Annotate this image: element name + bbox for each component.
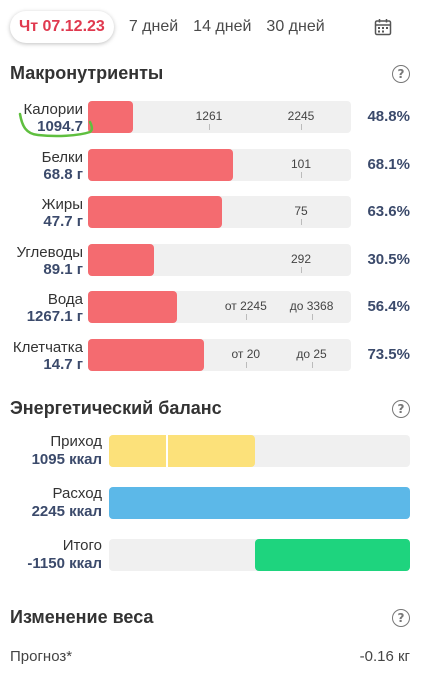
energy-row: Расход 2245 ккал — [0, 483, 424, 523]
macro-bar-track: 292 — [88, 243, 351, 276]
macro-value: 68.8 г — [43, 165, 83, 183]
macro-target-label: 2245 — [287, 109, 315, 123]
energy-help-icon[interactable]: ? — [392, 400, 410, 418]
macro-target-tick — [301, 266, 303, 273]
tab-7-days[interactable]: 7 дней — [128, 18, 179, 35]
energy-bar-track — [109, 539, 410, 571]
energy-row: Итого -1150 ккал — [0, 535, 424, 575]
energy-row: Приход 1095 ккал — [0, 431, 424, 471]
macro-value: 1094.7 — [37, 118, 83, 135]
macro-target-tick — [301, 124, 303, 130]
macro-target-tick — [245, 314, 247, 320]
macro-bar-fill — [88, 291, 178, 323]
macro-value: 89.1 г — [43, 260, 83, 278]
energy-value: 1095 ккал — [31, 451, 102, 468]
macro-percent: 30.5% — [367, 250, 410, 268]
calendar-icon[interactable] — [374, 18, 392, 36]
period-tabs: Чт 07.12.23 7 дней 14 дней 30 дней — [10, 10, 414, 44]
macro-percent: 63.6% — [367, 203, 410, 220]
macro-name: Белки — [41, 148, 83, 166]
macro-bar-track: 75 — [88, 196, 351, 228]
macro-target-label: 75 — [294, 204, 308, 218]
macro-target-tick — [301, 171, 303, 178]
macro-bar-fill — [88, 338, 204, 371]
macro-target-label: от 20 — [231, 346, 261, 361]
tab-14-days[interactable]: 14 дней — [193, 18, 252, 35]
weight-help-icon[interactable]: ? — [392, 609, 410, 627]
macro-target-tick — [311, 361, 313, 368]
forecast-value: -0.16 кг — [359, 648, 410, 665]
weight-title: Изменение веса — [10, 607, 154, 627]
macro-bar-track: от 2245 до 3368 — [88, 291, 351, 323]
macro-bar-fill — [88, 243, 154, 276]
energy-bar-fill — [254, 539, 410, 571]
energy-name: Расход — [52, 485, 102, 502]
handwritten-underline-mark — [18, 112, 94, 138]
macro-target-label: от 2245 — [224, 299, 267, 313]
energy-title: Энергетический баланс — [10, 398, 222, 418]
macro-target-tick — [208, 124, 210, 130]
forecast-label: Прогноз* — [10, 648, 73, 665]
energy-bar-fill — [109, 487, 410, 519]
macro-row: Жиры 47.7 г 75 63.6% — [0, 195, 424, 231]
macro-row: Клетчатка 14.7 г от 20 до 25 73.5% — [0, 338, 424, 374]
macros-help-icon[interactable]: ? — [392, 65, 410, 83]
macro-bar-track: 1261 2245 — [88, 101, 351, 133]
macro-name: Калории — [23, 101, 83, 118]
energy-value: 2245 ккал — [31, 503, 102, 520]
energy-bar-divider — [166, 435, 169, 467]
macro-target-label: 101 — [291, 156, 312, 171]
energy-bar-track — [109, 487, 410, 519]
macro-value: 14.7 г — [43, 355, 83, 373]
macro-name: Жиры — [41, 196, 83, 213]
macro-target-tick — [301, 219, 303, 225]
macro-percent: 68.1% — [367, 155, 410, 173]
macro-percent: 73.5% — [367, 345, 410, 363]
macro-row: Углеводы 89.1 г 292 30.5% — [0, 243, 424, 279]
macro-name: Клетчатка — [12, 338, 83, 356]
energy-bar-fill — [109, 435, 255, 467]
macro-row: Белки 68.8 г 101 68.1% — [0, 148, 424, 184]
macro-percent: 56.4% — [367, 298, 410, 315]
macro-bar-track: 101 — [88, 148, 351, 181]
macro-value: 1267.1 г — [26, 308, 83, 325]
macro-value: 47.7 г — [43, 213, 83, 230]
macro-target-label: до 3368 — [289, 299, 334, 313]
macro-name: Углеводы — [16, 243, 83, 261]
energy-bar-track — [109, 435, 410, 467]
energy-name: Приход — [50, 433, 102, 450]
macro-bar-fill — [88, 148, 233, 181]
tab-30-days[interactable]: 30 дней — [266, 18, 325, 35]
tab-today[interactable]: Чт 07.12.23 — [10, 11, 114, 43]
macro-target-label: 292 — [291, 251, 312, 266]
macro-target-tick — [245, 361, 247, 368]
macro-target-label: 1261 — [195, 109, 223, 123]
macros-title: Макронутриенты — [10, 63, 164, 83]
energy-name: Итого — [62, 537, 102, 554]
energy-value: -1150 ккал — [27, 555, 102, 572]
macro-bar-fill — [88, 196, 223, 228]
macro-target-label: до 25 — [296, 346, 327, 361]
macro-percent: 48.8% — [367, 108, 410, 125]
macro-bar-fill — [88, 101, 133, 133]
macro-target-tick — [311, 314, 313, 320]
macro-row: Калории 1094.7 1261 2245 48.8% — [0, 100, 424, 136]
macro-bar-track: от 20 до 25 — [88, 338, 351, 371]
macro-row: Вода 1267.1 г от 2245 до 3368 56.4% — [0, 290, 424, 326]
macro-name: Вода — [47, 291, 83, 308]
